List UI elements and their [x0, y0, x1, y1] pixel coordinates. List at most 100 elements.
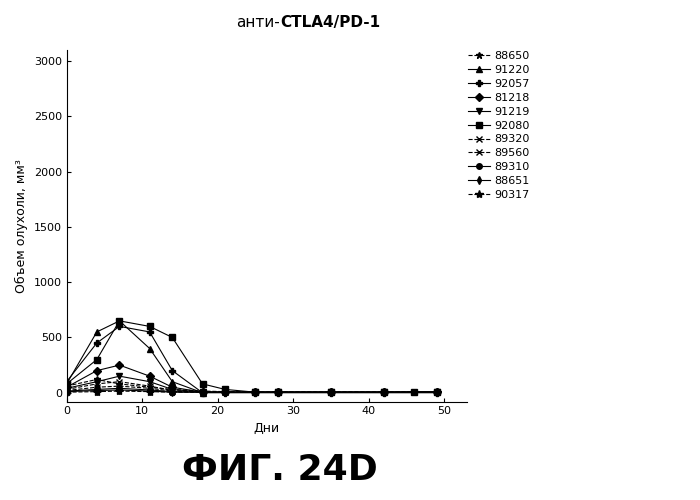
- 89320: [327, 389, 335, 395]
- 91219: [251, 389, 260, 395]
- 89310: [92, 386, 101, 392]
- 89310: [327, 389, 335, 395]
- 89310: [146, 387, 154, 393]
- 92057: [168, 368, 176, 374]
- 88651: [62, 388, 71, 394]
- 91219: [198, 389, 206, 395]
- 89320: [433, 389, 441, 395]
- 91219: [146, 378, 154, 384]
- 88650: [251, 389, 260, 395]
- 90317: [433, 389, 441, 395]
- 92057: [251, 390, 260, 396]
- 92080: [92, 356, 101, 362]
- 89310: [433, 389, 441, 395]
- 88650: [327, 389, 335, 395]
- 89560: [251, 389, 260, 395]
- 92080: [251, 389, 260, 395]
- 89560: [274, 389, 282, 395]
- 89560: [146, 386, 154, 392]
- 88650: [146, 384, 154, 390]
- 92080: [410, 388, 418, 394]
- 88650: [62, 383, 71, 389]
- 88651: [433, 389, 441, 395]
- 90317: [274, 389, 282, 395]
- 89320: [92, 381, 101, 387]
- 89310: [62, 388, 71, 394]
- 81218: [92, 368, 101, 374]
- 89320: [116, 378, 124, 384]
- 89560: [221, 389, 230, 395]
- 81218: [251, 389, 260, 395]
- 91220: [198, 390, 206, 396]
- 89310: [379, 389, 388, 395]
- 92080: [116, 318, 124, 324]
- 88651: [198, 389, 206, 395]
- 88651: [274, 389, 282, 395]
- Text: CTLA4/PD-1: CTLA4/PD-1: [280, 15, 380, 30]
- 81218: [274, 389, 282, 395]
- 88650: [92, 376, 101, 382]
- 81218: [62, 384, 71, 390]
- 89310: [168, 388, 176, 394]
- 90317: [62, 389, 71, 395]
- 92080: [62, 381, 71, 387]
- 91219: [221, 389, 230, 395]
- 92057: [221, 390, 230, 396]
- 91220: [62, 381, 71, 387]
- Line: 90317: 90317: [62, 387, 441, 396]
- 91220: [116, 318, 124, 324]
- 90317: [327, 389, 335, 395]
- 91220: [92, 329, 101, 335]
- Line: 89310: 89310: [64, 386, 440, 395]
- 89320: [221, 389, 230, 395]
- 89320: [274, 389, 282, 395]
- 92057: [62, 378, 71, 384]
- Line: 91220: 91220: [63, 318, 206, 396]
- 88650: [433, 389, 441, 395]
- 88650: [274, 389, 282, 395]
- 90317: [251, 389, 260, 395]
- 89320: [251, 389, 260, 395]
- 92057: [116, 324, 124, 330]
- 91219: [274, 389, 282, 395]
- 91219: [116, 373, 124, 379]
- 89310: [251, 389, 260, 395]
- 89560: [116, 383, 124, 389]
- 81218: [221, 389, 230, 395]
- 91219: [62, 386, 71, 392]
- 89320: [379, 389, 388, 395]
- 91219: [327, 389, 335, 395]
- 81218: [168, 384, 176, 390]
- 89560: [92, 384, 101, 390]
- 91220: [146, 346, 154, 352]
- 89560: [168, 388, 176, 394]
- 92057: [327, 390, 335, 396]
- 92057: [198, 390, 206, 396]
- 88651: [168, 389, 176, 395]
- 89320: [168, 388, 176, 394]
- X-axis label: Дни: Дни: [253, 422, 280, 435]
- 81218: [327, 389, 335, 395]
- 88651: [251, 389, 260, 395]
- 89560: [198, 389, 206, 395]
- 88651: [146, 388, 154, 394]
- 88651: [92, 388, 101, 394]
- Line: 92057: 92057: [63, 323, 440, 396]
- 89560: [379, 389, 388, 395]
- 92057: [274, 390, 282, 396]
- 88651: [221, 389, 230, 395]
- 88650: [198, 388, 206, 394]
- Line: 88651: 88651: [64, 387, 440, 395]
- Text: ФИГ. 24D: ФИГ. 24D: [182, 453, 378, 487]
- 88650: [168, 386, 176, 392]
- 90317: [146, 388, 154, 394]
- 91219: [92, 378, 101, 384]
- 90317: [92, 388, 101, 394]
- 89320: [198, 389, 206, 395]
- Line: 81218: 81218: [64, 362, 440, 395]
- 89560: [327, 389, 335, 395]
- 90317: [379, 389, 388, 395]
- 89320: [146, 383, 154, 389]
- 89310: [274, 389, 282, 395]
- 81218: [379, 389, 388, 395]
